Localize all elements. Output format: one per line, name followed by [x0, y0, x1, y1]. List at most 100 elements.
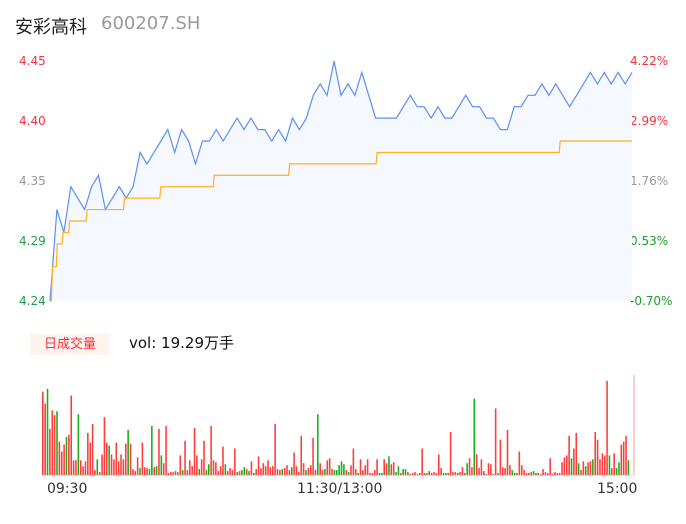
volume-bar [101, 454, 103, 475]
volume-bar [608, 455, 611, 475]
volume-bar [558, 473, 561, 475]
volume-total: vol: 19.29万手 [129, 334, 234, 352]
volume-bar [276, 469, 279, 475]
volume-bar [466, 463, 468, 475]
volume-bar [343, 464, 345, 475]
volume-bar [117, 461, 120, 475]
volume-bar [573, 448, 575, 475]
volume-bar [68, 434, 70, 475]
volume-bar [442, 473, 445, 475]
volume-bar [193, 428, 196, 475]
volume-bar [449, 431, 452, 475]
volume-bar [492, 474, 495, 475]
volume-bar [103, 417, 106, 475]
volume-bar [165, 426, 167, 475]
volume-bar [362, 470, 364, 475]
volume-bar [314, 470, 317, 475]
volume-bar [260, 468, 262, 475]
volume-bar [317, 414, 319, 475]
volume-bar [248, 471, 250, 475]
volume-bar [376, 459, 378, 475]
volume-bar [72, 460, 75, 475]
volume-bar [483, 471, 485, 475]
volume-bar [257, 456, 260, 475]
volume-bar [456, 473, 459, 475]
volume-bar [523, 470, 525, 475]
volume-bar [312, 437, 314, 475]
volume-bar [563, 457, 566, 475]
volume-bar [487, 463, 490, 475]
volume-bar [473, 398, 476, 475]
volume-bar [288, 470, 291, 475]
volume-bar [241, 470, 243, 475]
volume-bar [44, 403, 46, 475]
volume-bar [407, 472, 409, 475]
y-left-tick: 4.29 [19, 234, 46, 248]
volume-bar [459, 472, 461, 475]
volume-bar [243, 467, 246, 475]
volume-bar [189, 460, 191, 475]
volume-bar [56, 411, 58, 475]
y-right-tick: 4.22% [630, 54, 669, 68]
volume-bar [75, 460, 77, 475]
volume-bar [589, 461, 592, 475]
average-price-line [50, 140, 632, 302]
volume-bar [172, 472, 174, 475]
volume-bar [326, 460, 329, 475]
volume-bar [53, 415, 56, 475]
volume-bar [601, 453, 604, 475]
volume-bar [433, 472, 435, 475]
volume-bar [414, 472, 416, 475]
volume-bar [615, 468, 618, 475]
volume-bar [620, 444, 623, 475]
volume-bar [89, 442, 91, 475]
volume-bar [568, 435, 570, 475]
volume-bar [91, 424, 94, 475]
volume-bar [385, 463, 388, 475]
volume-bar [139, 468, 141, 475]
volume-bar [359, 459, 362, 475]
volume-bar [170, 472, 172, 475]
volume-bar [307, 468, 310, 475]
volume-bar [388, 456, 390, 475]
volume-bar [603, 455, 606, 475]
volume-bar [219, 466, 222, 475]
volume-bar [490, 464, 492, 475]
volume-bar [485, 474, 487, 475]
volume-bar [155, 466, 158, 475]
volume-bar [513, 473, 516, 475]
volume-bar [113, 459, 115, 475]
volume-bar [404, 469, 407, 475]
volume-bar [539, 474, 542, 475]
volume-bar [267, 460, 269, 475]
volume-bar [309, 465, 312, 475]
volume-bar [471, 467, 473, 475]
volume-bar [561, 462, 563, 475]
volume-bar [77, 414, 80, 475]
volume-bar [504, 468, 506, 475]
price-line [49, 60, 633, 302]
volume-bar [177, 472, 179, 475]
volume-bar [418, 473, 421, 475]
volume-bar [592, 459, 594, 475]
volume-bar [357, 473, 359, 475]
volume-bar [575, 432, 578, 475]
volume-bar [570, 458, 573, 475]
volume-bar [51, 410, 54, 475]
volume-bar [452, 472, 454, 475]
volume-bar [222, 446, 224, 475]
volume-bar [212, 460, 215, 475]
volume-tab[interactable]: 日成交量 [30, 334, 110, 355]
volume-bar [554, 472, 556, 475]
volume-bar [336, 470, 338, 475]
y-left-tick: 4.35 [19, 174, 46, 188]
volume-bar [383, 459, 385, 475]
volume-bar [622, 441, 625, 475]
volume-bar [49, 428, 51, 475]
volume-bar [497, 473, 499, 475]
volume-bar [207, 464, 210, 475]
volume-bar [369, 473, 371, 475]
volume-bar [200, 459, 203, 475]
volume-bar [203, 440, 205, 475]
